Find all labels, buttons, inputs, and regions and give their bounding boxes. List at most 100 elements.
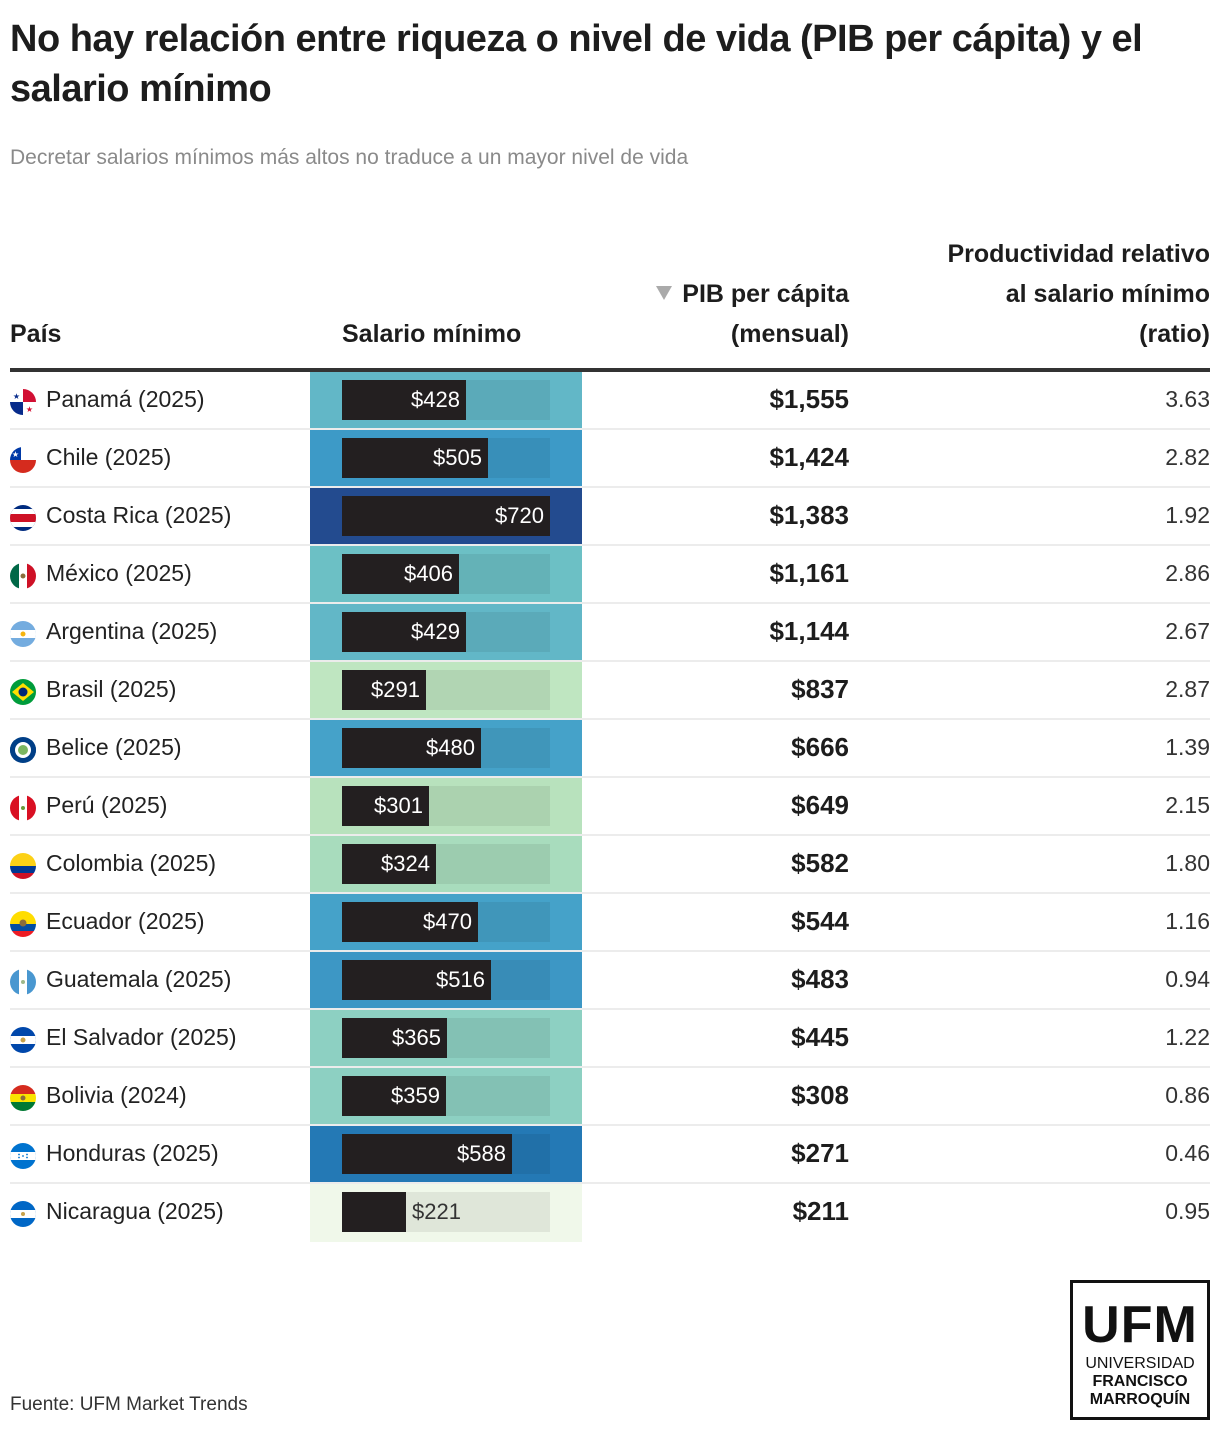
logo-line2: FRANCISCO [1092, 1373, 1188, 1390]
table-row: Bolivia (2024) $359 $308 0.86 [0, 1068, 1220, 1126]
svg-text:★: ★ [26, 405, 33, 414]
row-divider [10, 660, 1210, 662]
column-header-ratio-line1: Productividad relativo [947, 240, 1210, 268]
table-row: Guatemala (2025) $516 $483 0.94 [0, 952, 1220, 1010]
country-name: Perú (2025) [46, 792, 168, 818]
table-row: Nicaragua (2025) $221 $211 0.95 [0, 1184, 1220, 1242]
column-header-pib[interactable]: PIB per cápita (mensual) [656, 274, 849, 354]
logo-line1: UNIVERSIDAD [1085, 1355, 1195, 1372]
row-divider [10, 602, 1210, 604]
salary-bar-track: $365 [342, 1018, 550, 1058]
ratio-value: 3.63 [1165, 386, 1210, 412]
salary-bar [342, 670, 426, 710]
pib-value: $1,144 [769, 616, 849, 646]
table-row: Perú (2025) $301 $649 2.15 [0, 778, 1220, 836]
country-name: El Salvador (2025) [46, 1024, 237, 1050]
salary-cell: $406 [310, 546, 582, 604]
row-divider [10, 544, 1210, 546]
pib-value: $445 [791, 1022, 849, 1052]
country-name: México (2025) [46, 560, 192, 586]
row-divider [10, 1182, 1210, 1184]
pib-value: $837 [791, 674, 849, 704]
sort-descending-icon[interactable] [656, 286, 673, 300]
salary-bar-label: $505 [433, 445, 482, 470]
ratio-value: 2.86 [1165, 560, 1210, 586]
row-divider [10, 892, 1210, 894]
salary-cell: $505 [310, 430, 582, 488]
salary-bar-track: $291 [342, 670, 550, 710]
source-note: Fuente: UFM Market Trends [10, 1394, 248, 1415]
argentina-flag-icon [10, 621, 36, 647]
table-row: Colombia (2025) $324 $582 1.80 [0, 836, 1220, 894]
salary-bar-label: $359 [391, 1083, 440, 1108]
salary-bar-label: $324 [381, 851, 430, 876]
country-name: Guatemala (2025) [46, 966, 232, 992]
salary-bar [342, 438, 488, 478]
ufm-logo: UFM UNIVERSIDAD FRANCISCO MARROQUÍN [1070, 1280, 1210, 1420]
row-divider [10, 1124, 1210, 1126]
salary-bar-label: $406 [404, 561, 453, 586]
svg-text:★: ★ [12, 450, 19, 459]
salary-bar-label: $301 [374, 793, 423, 818]
panama-flag-icon: ★ ★ [10, 389, 36, 415]
salary-bar [342, 1192, 406, 1232]
salary-bar-label: $365 [392, 1025, 441, 1050]
svg-text:★: ★ [13, 392, 20, 401]
country-name: Nicaragua (2025) [46, 1198, 224, 1224]
belice-flag-icon [10, 737, 36, 763]
row-divider [10, 718, 1210, 720]
table-row: Honduras (2025) $588 $271 0.46 [0, 1126, 1220, 1184]
salary-bar-track: $301 [342, 786, 550, 826]
ratio-value: 2.67 [1165, 618, 1210, 644]
table-row: Costa Rica (2025) $720 $1,383 1.92 [0, 488, 1220, 546]
pib-value: $483 [791, 964, 849, 994]
column-header-ratio[interactable]: Productividad relativo al salario mínimo… [947, 234, 1210, 354]
salary-bar [342, 1076, 446, 1116]
ratio-value: 0.94 [1165, 966, 1210, 992]
salary-bar-track: $428 [342, 380, 550, 420]
logo-main-text: UFM [1082, 1296, 1198, 1354]
row-divider [10, 834, 1210, 836]
pib-value: $1,555 [769, 384, 849, 414]
column-header-salario[interactable]: Salario mínimo [342, 320, 522, 348]
row-divider [10, 1008, 1210, 1010]
logo-line3: MARROQUÍN [1089, 1391, 1191, 1408]
ratio-value: 2.87 [1165, 676, 1210, 702]
column-header-ratio-line3: (ratio) [1139, 320, 1210, 348]
salary-bar [342, 554, 459, 594]
table-row: Ecuador (2025) $470 $544 1.16 [0, 894, 1220, 952]
salary-bar-track: $359 [342, 1076, 550, 1116]
table-row: Argentina (2025) $429 $1,144 2.67 [0, 604, 1220, 662]
row-divider [10, 776, 1210, 778]
salary-bar-label: $720 [495, 503, 544, 528]
salary-bar-track: $429 [342, 612, 550, 652]
country-name: Belice (2025) [46, 734, 182, 760]
pib-value: $308 [791, 1080, 849, 1110]
salary-bar [342, 612, 466, 652]
salary-cell: $480 [310, 720, 582, 778]
salary-bar-label: $428 [411, 387, 460, 412]
table-body: ★ ★ Panamá (2025) $428 $1,555 3.63 ★ Chile (202… [0, 372, 1220, 1242]
salary-bar-track: $324 [342, 844, 550, 884]
salary-bar [342, 496, 550, 536]
table-row: Brasil (2025) $291 $837 2.87 [0, 662, 1220, 720]
salary-bar-label: $221 [412, 1199, 461, 1224]
salary-bar-label: $470 [423, 909, 472, 934]
chart-title: No hay relación entre riqueza o nivel de… [10, 18, 1143, 110]
ratio-value: 1.80 [1165, 850, 1210, 876]
salary-bar [342, 380, 466, 420]
guatemala-flag-icon [10, 969, 36, 995]
header-divider [10, 368, 1210, 372]
pib-value: $544 [791, 906, 849, 936]
pib-value: $1,424 [769, 442, 849, 472]
salary-bar [342, 1018, 447, 1058]
salary-cell: $516 [310, 952, 582, 1010]
country-name: Argentina (2025) [46, 618, 218, 644]
column-header-pais[interactable]: País [10, 320, 62, 348]
pib-value: $582 [791, 848, 849, 878]
salary-cell: $720 [310, 488, 582, 546]
chart-subtitle: Decretar salarios mínimos más altos no t… [10, 146, 689, 169]
table-row: El Salvador (2025) $365 $445 1.22 [0, 1010, 1220, 1068]
salary-cell: $470 [310, 894, 582, 952]
salary-bar-track: $588 [342, 1134, 550, 1174]
